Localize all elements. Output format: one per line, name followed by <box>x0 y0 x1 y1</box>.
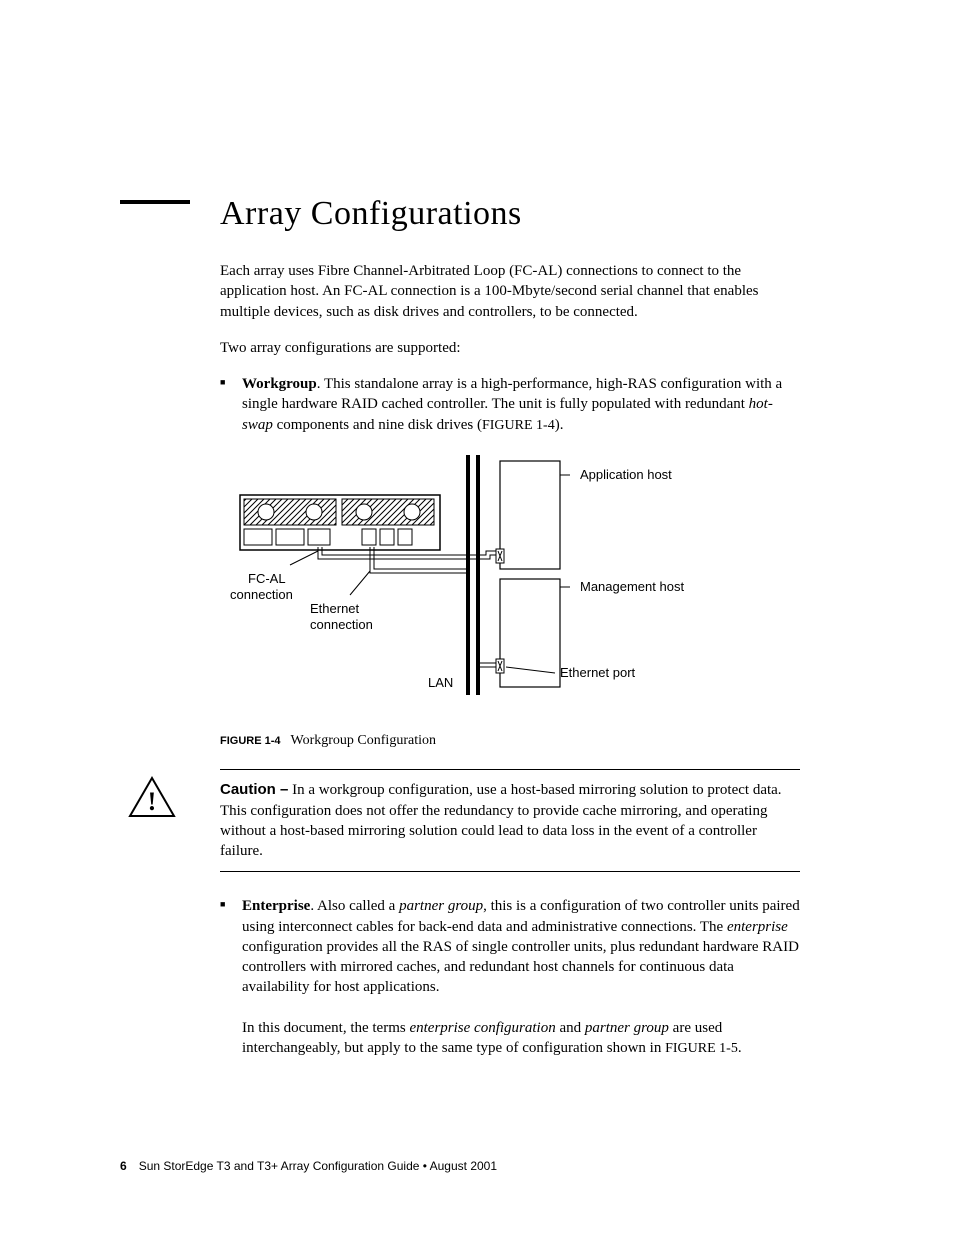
ent-t3: configuration provides all the RAS of si… <box>242 939 799 996</box>
label-lan: LAN <box>428 675 453 690</box>
label-fcal-1: FC-AL <box>248 571 286 586</box>
config-list-2: Enterprise. Also called a partner group,… <box>220 896 800 1059</box>
ent-ent: enterprise <box>727 919 788 935</box>
figure-title: Workgroup Configuration <box>291 733 436 748</box>
caution-icon: ! <box>128 776 176 820</box>
ent-figref: FIGURE 1-5 <box>665 1041 738 1056</box>
page-number: 6 <box>120 1159 127 1173</box>
enterprise-name: Enterprise <box>242 898 310 914</box>
ent-p2a: In this document, the terms <box>242 1020 409 1036</box>
config-list: Workgroup. This standalone array is a hi… <box>220 374 800 435</box>
list-item-workgroup: Workgroup. This standalone array is a hi… <box>220 374 800 435</box>
section-rule <box>120 200 190 204</box>
intro-para-1: Each array uses Fibre Channel-Arbitrated… <box>220 261 800 322</box>
section-title: Array Configurations <box>220 195 800 233</box>
workgroup-name: Workgroup <box>242 376 317 392</box>
workgroup-figref: FIGURE 1-4 <box>482 418 555 433</box>
figure-number: FIGURE 1-4 <box>220 735 281 747</box>
svg-text:!: ! <box>148 787 157 816</box>
caution-body: In a workgroup configuration, use a host… <box>220 782 782 859</box>
figure-caption: FIGURE 1-4 Workgroup Configuration <box>220 733 800 749</box>
footer-text: Sun StorEdge T3 and T3+ Array Configurat… <box>139 1159 497 1173</box>
workgroup-text2: components and nine disk drives ( <box>273 417 482 433</box>
ent-t1: . Also called a <box>310 898 399 914</box>
label-fcal-2: connection <box>230 587 293 602</box>
figure-1-4: Application host Management host Etherne… <box>220 455 800 749</box>
label-eth-1: Ethernet <box>310 601 360 616</box>
page-footer: 6 Sun StorEdge T3 and T3+ Array Configura… <box>120 1159 497 1173</box>
list-item-enterprise: Enterprise. Also called a partner group,… <box>220 896 800 1059</box>
ent-p2d: . <box>738 1040 742 1056</box>
label-eth-port: Ethernet port <box>560 665 636 680</box>
caution-text: Caution – In a workgroup configuration, … <box>220 780 800 861</box>
ent-p2b: and <box>556 1020 585 1036</box>
label-app-host: Application host <box>580 467 672 482</box>
ent-ec: enterprise configuration <box>409 1020 555 1036</box>
intro-para-2: Two array configurations are supported: <box>220 338 800 358</box>
workgroup-text3: ). <box>555 417 564 433</box>
figure-svg: Application host Management host Etherne… <box>230 455 790 715</box>
workgroup-text1: . This standalone array is a high-perfor… <box>242 376 782 412</box>
ent-pg: partner group <box>399 898 483 914</box>
label-eth-2: connection <box>310 617 373 632</box>
caution-block: ! Caution – In a workgroup configuration… <box>220 769 800 872</box>
caution-label: Caution – <box>220 781 288 798</box>
label-mgmt-host: Management host <box>580 579 684 594</box>
page: Array Configurations Each array uses Fib… <box>0 0 954 1235</box>
ent-pg2: partner group <box>585 1020 669 1036</box>
content-column: Array Configurations Each array uses Fib… <box>220 195 800 1059</box>
